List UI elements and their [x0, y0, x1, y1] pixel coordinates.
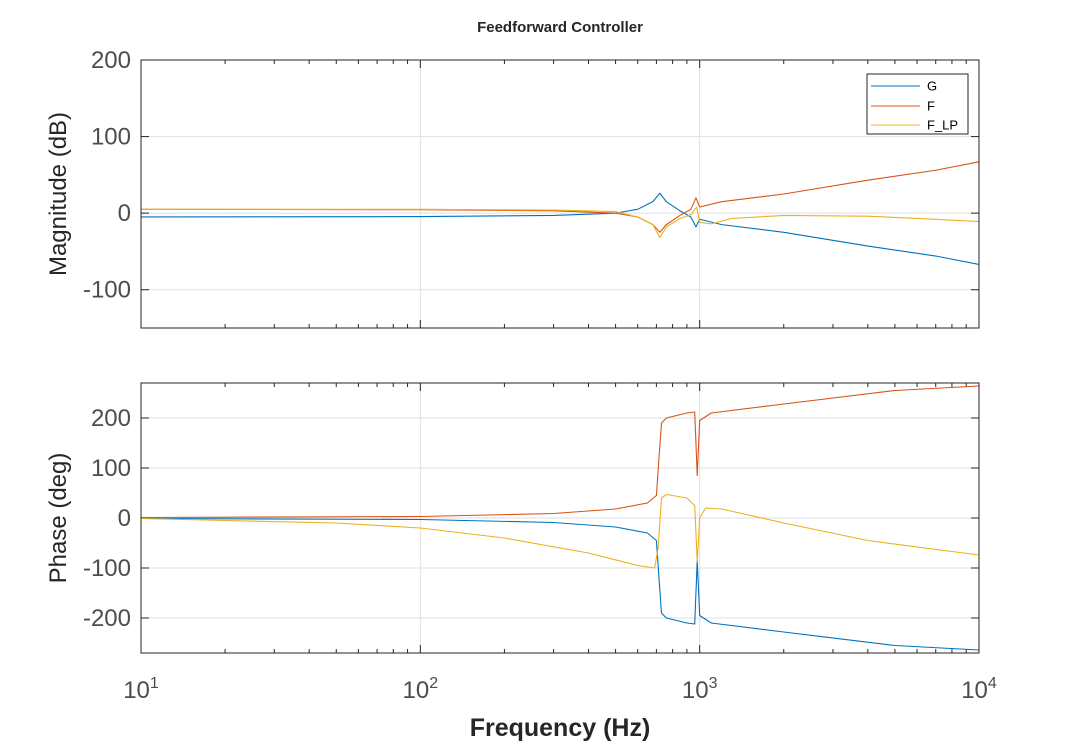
magnitude-panel[interactable]: 200 100 0 -100 Magnitude (dB) [45, 47, 980, 329]
y-tick-label: 200 [91, 405, 131, 432]
legend-box [866, 73, 969, 135]
y-tick-label: 0 [118, 200, 131, 227]
phase-grid [141, 383, 979, 653]
x-tick-label: 103 [682, 675, 718, 704]
series-line-f-lp-magnitude [141, 206, 980, 239]
y-tick-label: 200 [91, 47, 131, 74]
magnitude-lines [140, 161, 980, 265]
chart-title: Feedforward Controller [477, 19, 643, 36]
y-tick-label: -100 [83, 277, 131, 304]
phase-lines [140, 385, 980, 651]
phase-ylabel: Phase (deg) [45, 453, 72, 584]
magnitude-ylabel: Magnitude (dB) [45, 112, 72, 276]
phase-ticks [140, 383, 980, 653]
magnitude-ytick-labels: 200 100 0 -100 [83, 47, 131, 304]
x-tick-label: 102 [403, 675, 439, 704]
magnitude-axes-box [140, 59, 980, 329]
series-line-f-magnitude [140, 161, 980, 233]
x-tick-label: 104 [961, 675, 997, 704]
legend-label-f-lp: F_LP [927, 118, 958, 133]
series-line-g-magnitude [140, 192, 980, 265]
legend-label-f: F [927, 99, 935, 114]
x-tick-label: 101 [123, 675, 159, 704]
magnitude-ticks [140, 59, 980, 328]
phase-ytick-labels: 200 100 0 -100 -200 [83, 405, 131, 632]
x-tick-labels: 101 102 103 104 [123, 675, 997, 704]
x-axis-label: Frequency (Hz) [470, 714, 651, 742]
y-tick-label: 100 [91, 124, 131, 151]
y-tick-label: 0 [118, 505, 131, 532]
magnitude-plot-area [141, 60, 979, 328]
phase-axes-box [140, 382, 980, 654]
y-tick-label: -200 [83, 605, 131, 632]
y-tick-label: -100 [83, 555, 131, 582]
series-line-f-phase [140, 385, 980, 519]
series-line-f-lp-phase [140, 493, 980, 569]
y-tick-label: 100 [91, 455, 131, 482]
legend[interactable]: G F F_LP [866, 73, 969, 135]
phase-panel[interactable]: 200 100 0 -100 -200 Phase (deg) [45, 382, 980, 654]
legend-label-g: G [927, 79, 937, 94]
series-line-g-phase [140, 517, 980, 651]
